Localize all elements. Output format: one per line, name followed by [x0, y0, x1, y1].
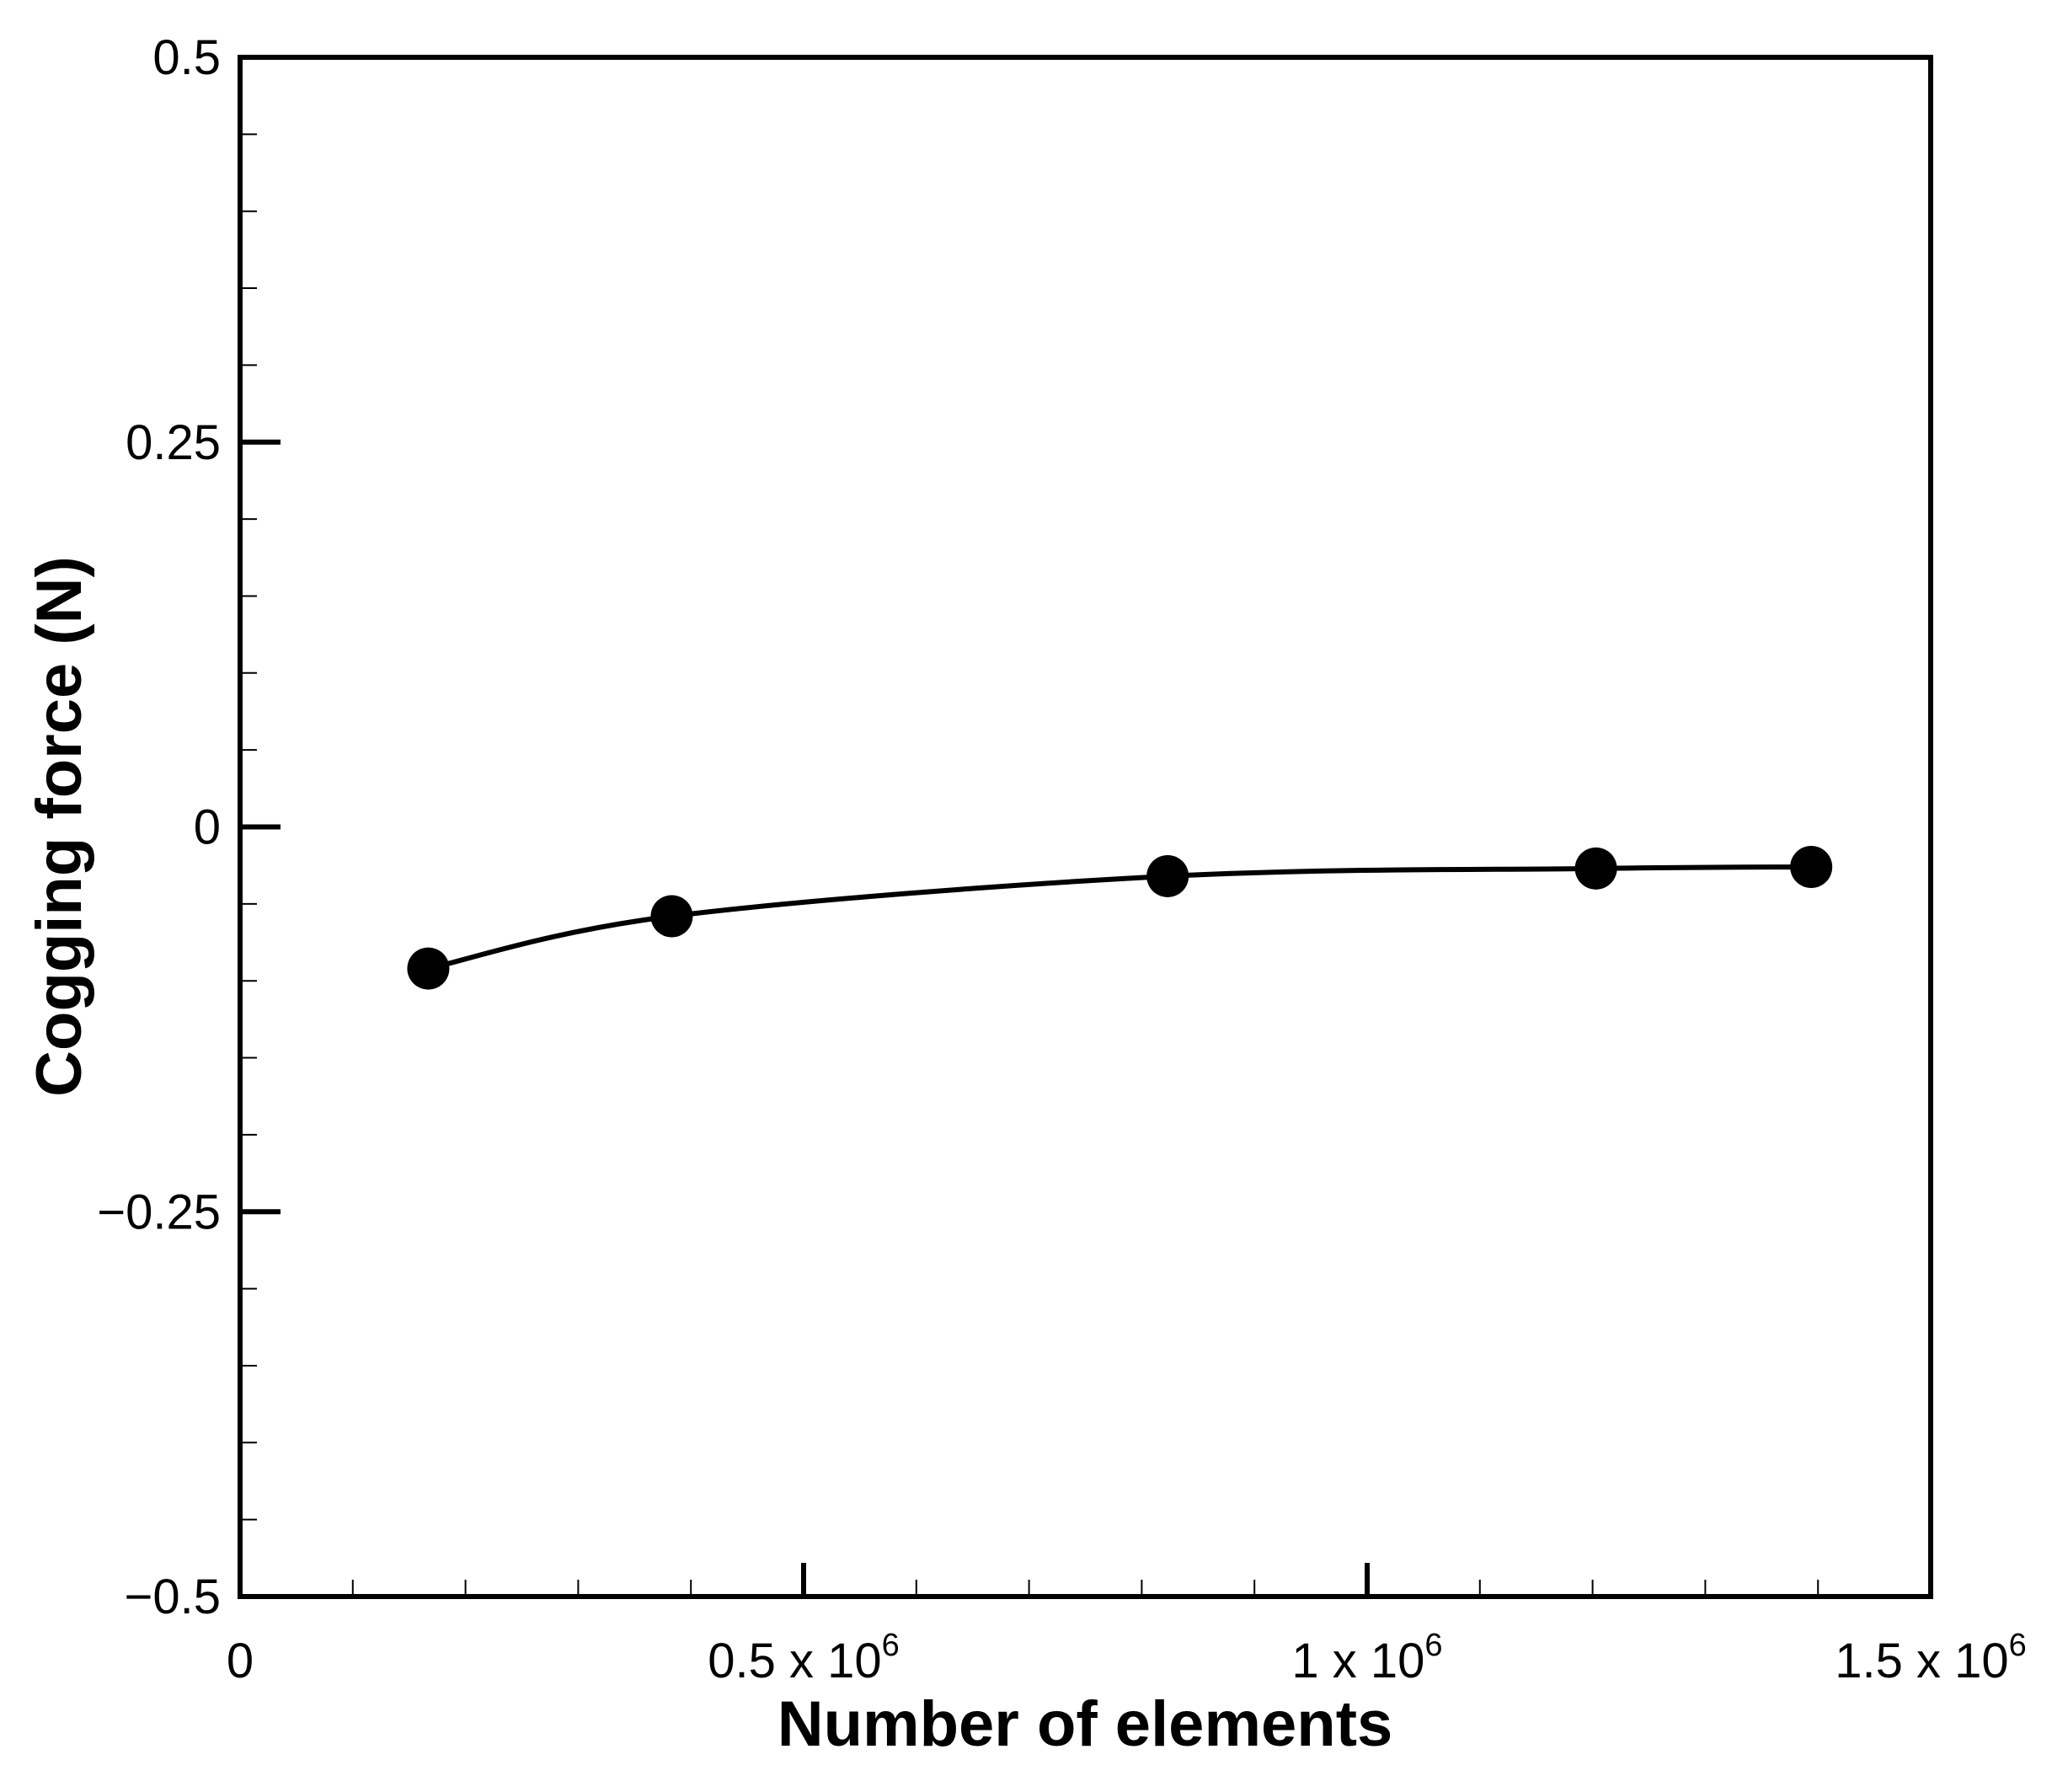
y-tick-label: 0.5 [152, 30, 221, 85]
x-tick-label: 1.5 x 106 [1835, 1628, 2027, 1688]
major-ticks [240, 439, 1370, 1597]
x-tick-label: 1 x 106 [1291, 1628, 1442, 1688]
x-axis-title: Number of elements [778, 1688, 1393, 1760]
plot-frame [238, 55, 1933, 1599]
data-point-marker [1790, 846, 1833, 889]
y-axis-title: Cogging force (N) [24, 556, 95, 1097]
minor-ticks [240, 133, 1820, 1597]
data-point-marker [650, 895, 693, 938]
data-point-marker [1574, 847, 1617, 890]
y-tick-label: −0.25 [97, 1185, 221, 1239]
series-layer [407, 846, 1833, 990]
y-tick-label: 0.25 [126, 415, 221, 470]
data-point-marker [407, 947, 450, 990]
data-point-marker [1146, 854, 1189, 897]
y-tick-label: 0 [194, 800, 221, 855]
y-tick-label: −0.5 [125, 1570, 222, 1624]
x-tick-label: 0.5 x 106 [708, 1628, 900, 1688]
x-tick-label: 0 [227, 1634, 254, 1688]
tick-labels: 0 0.5 x 106 1 x 106 1.5 x 106 0.5 0.25 0 −0.25 −… [97, 30, 2027, 1688]
